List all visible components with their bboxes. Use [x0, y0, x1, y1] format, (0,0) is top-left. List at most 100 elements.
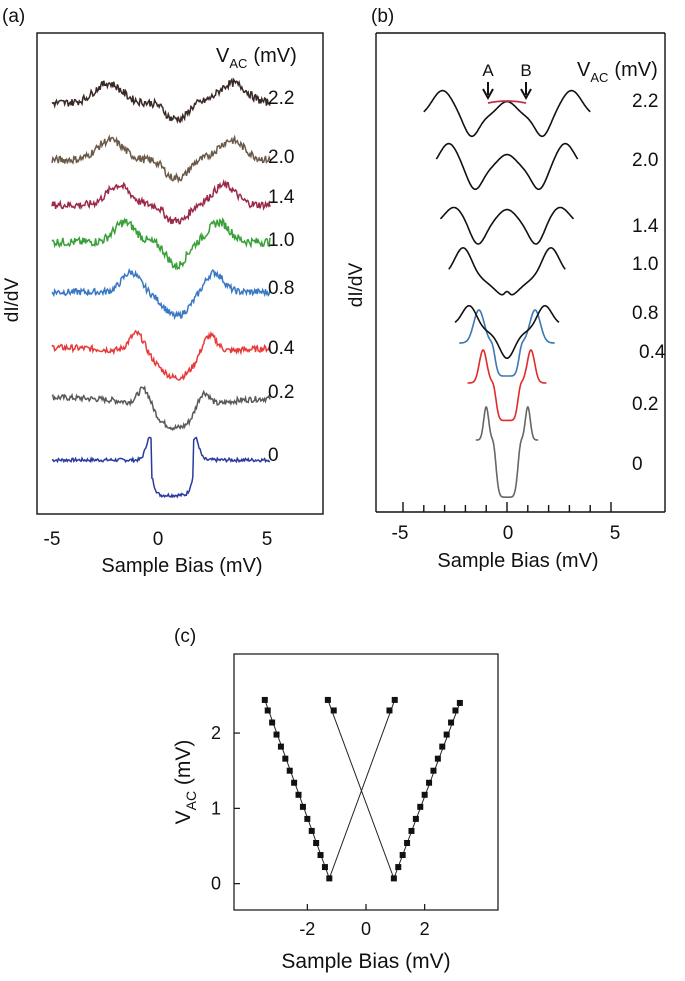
panel-c-point — [324, 696, 331, 703]
panel-b-label-2.0: 2.0 — [632, 150, 658, 171]
panel-b-arrow-a-icon — [482, 82, 494, 101]
panel-a-label-0.2: 0.2 — [268, 382, 294, 403]
panel-c-point — [273, 731, 280, 738]
panel-a-label-0.4: 0.4 — [268, 338, 295, 359]
panel-b-tick-5: 5 — [610, 523, 621, 544]
panel-c-point — [412, 815, 419, 822]
panel-c-point — [386, 707, 393, 714]
panel-a-label-2.2: 2.2 — [268, 88, 294, 109]
panel-c-point — [313, 839, 320, 846]
panel-c-xtick--2: -2 — [299, 919, 315, 939]
panel-a-label-0.8: 0.8 — [268, 278, 294, 299]
panel-b-ylabel: dI/dV — [346, 262, 367, 307]
panel-a-curve-0.4 — [51, 329, 271, 381]
panel-a-curve-1.0 — [51, 216, 271, 271]
panel-c-point — [417, 803, 424, 810]
panel-b-label-0.4: 0.4 — [639, 342, 666, 363]
panel-a-label-0: 0 — [268, 445, 279, 466]
panel-c-point — [439, 743, 446, 750]
panel-b-curve-0.4 — [459, 309, 555, 377]
panel-a-curve-2.0 — [51, 134, 271, 184]
panel-c-point — [426, 779, 433, 786]
panel-a-tick-0: 0 — [153, 529, 164, 550]
panel-b-curve-1.4 — [439, 206, 575, 245]
panel-c-point — [321, 864, 328, 871]
panel-c-point — [448, 719, 455, 726]
panel-b-arrow-b-icon — [520, 82, 532, 101]
panel-c-xtick-0: 0 — [361, 919, 371, 939]
panel-a-curves — [51, 77, 271, 499]
panel-c-point — [399, 852, 406, 859]
panel-b-series-labels: 0 0.2 0.4 0.8 1.0 1.4 2.0 2.2 — [632, 91, 666, 475]
panel-c-point — [391, 696, 398, 703]
panel-a-curve-0.8 — [51, 268, 271, 321]
panel-c-point — [443, 731, 450, 738]
panel-c-point — [295, 791, 302, 798]
panel-c-xtick-2: 2 — [420, 919, 430, 939]
panel-b-tick-marks — [402, 502, 612, 512]
panel-b-curve-0.8 — [454, 305, 560, 359]
panel-a-series-labels: 0 0.2 0.4 0.8 1.0 1.4 2.0 2.2 — [268, 88, 295, 466]
panel-c-point — [456, 699, 463, 706]
panel-b-curve-0 — [475, 406, 539, 498]
panel-c-ytick-1: 1 — [211, 798, 221, 818]
panel-b-label-0.8: 0.8 — [632, 303, 658, 324]
panel-b-tick-0: 0 — [503, 523, 514, 544]
panel-c-label: (c) — [174, 626, 196, 647]
panel-b-curves — [423, 89, 591, 498]
panel-c-point — [390, 875, 397, 882]
panel-b-tick-neg5: -5 — [392, 523, 409, 544]
panel-a-curve-1.4 — [51, 178, 271, 225]
panel-c-point — [264, 707, 271, 714]
panel-c-fit-outer-left — [264, 699, 330, 879]
panel-b-label: (b) — [371, 6, 394, 27]
panel-c-ylabel: VAC (mV) — [172, 740, 199, 825]
panel-a-tick-5: 5 — [262, 529, 273, 550]
panel-c-point — [304, 815, 311, 822]
panel-a-curve-0.2 — [51, 385, 271, 432]
panel-c-point — [421, 791, 428, 798]
panel-b-label-0.2: 0.2 — [632, 394, 658, 415]
panel-c-point — [286, 767, 293, 774]
panel-a-xlabel: Sample Bias (mV) — [101, 555, 262, 577]
panel-c-point — [282, 755, 289, 762]
panel-a-tick-neg5: -5 — [44, 529, 61, 550]
panel-c-point — [452, 707, 459, 714]
panel-b: (b) dI/dV VAC (mV) A B 0 0.2 0.4 0.8 1.0 1.4 2.… — [346, 6, 666, 572]
panel-c-fit-lines — [264, 699, 461, 879]
panel-c-point — [408, 827, 415, 834]
panel-b-red-highlight — [487, 100, 527, 104]
panel-c-point — [330, 707, 337, 714]
panel-a-label-1.4: 1.4 — [268, 187, 295, 208]
panel-a: (a) dI/dV VAC (mV) 0 0.2 0.4 0.8 1.0 1.4 2.0 2.2… — [2, 6, 324, 577]
panel-c-point — [291, 779, 298, 786]
panel-c-points — [261, 696, 463, 882]
panel-c-point — [326, 875, 333, 882]
panel-c-point — [395, 864, 402, 871]
panel-c-point — [261, 696, 268, 703]
panel-c-point — [277, 743, 284, 750]
panel-c-point — [430, 767, 437, 774]
panel-b-curve-0.2 — [467, 349, 547, 422]
panel-b-label-0: 0 — [632, 454, 643, 475]
panel-c-point — [308, 827, 315, 834]
panel-c-point — [269, 719, 276, 726]
panel-b-peak-b-label: B — [520, 61, 531, 80]
panel-c-point — [299, 803, 306, 810]
panel-a-label: (a) — [2, 6, 25, 27]
panel-c-fit-inner-right — [327, 699, 395, 879]
panel-b-vac-header: VAC (mV) — [577, 59, 658, 85]
panel-a-vac-header: VAC (mV) — [216, 45, 297, 71]
panel-b-xlabel: Sample Bias (mV) — [437, 550, 598, 572]
panel-c-frame — [233, 653, 499, 911]
panel-c-ytick-2: 2 — [211, 723, 221, 743]
panel-c-axes: -2 0 2 0 1 2 — [211, 723, 430, 939]
panel-c-fit-inner-left — [328, 699, 396, 879]
panel-c-point — [317, 852, 324, 859]
panel-c-ytick-0: 0 — [211, 874, 221, 894]
panel-a-curve-2.2 — [51, 77, 271, 125]
panel-b-label-1.4: 1.4 — [632, 216, 659, 237]
panel-a-curve-0 — [51, 436, 271, 499]
panel-a-label-1.0: 1.0 — [268, 230, 294, 251]
